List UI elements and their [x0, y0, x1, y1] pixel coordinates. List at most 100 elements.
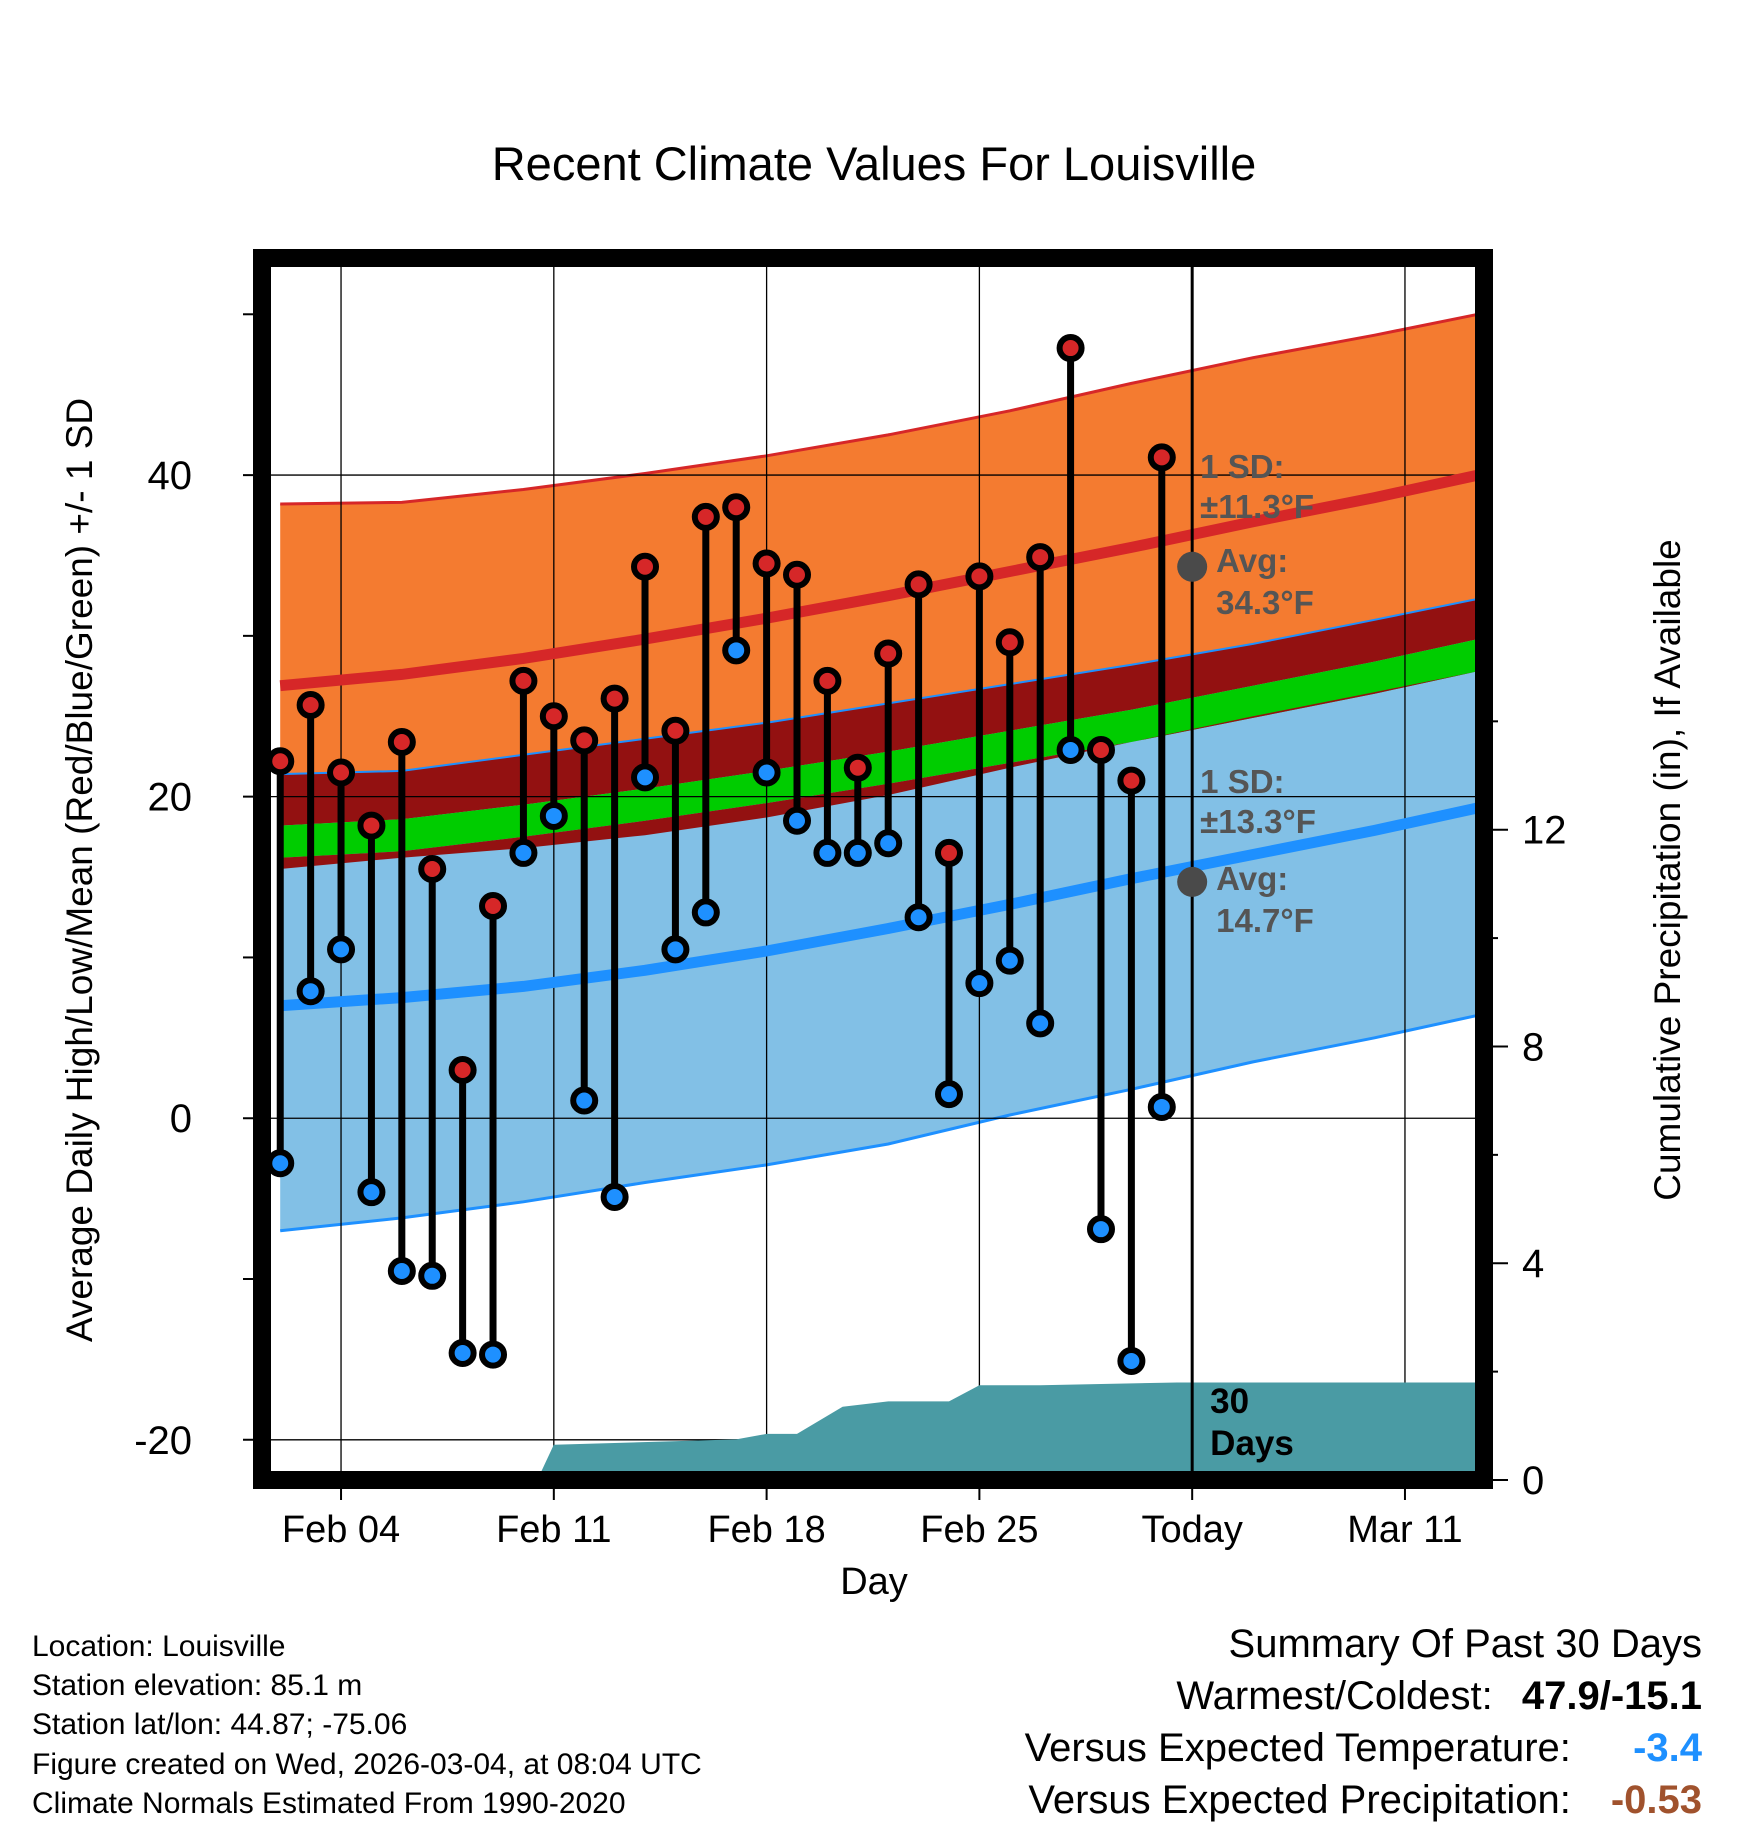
- high-sd-value: ±11.3°F: [1200, 488, 1314, 525]
- daily-high-point: [965, 562, 994, 591]
- daily-low-point: [509, 838, 538, 867]
- daily-high-point: [661, 716, 690, 745]
- daily-low-point: [965, 969, 994, 998]
- y-tick-label: 0: [170, 1097, 192, 1141]
- daily-high-point: [843, 753, 872, 782]
- x-tick-label: Feb 11: [496, 1509, 611, 1551]
- daily-low-point: [813, 838, 842, 867]
- daily-high-point: [995, 628, 1024, 657]
- daily-low-point: [995, 946, 1024, 975]
- precip-area: [262, 1382, 1484, 1480]
- daily-high-point: [357, 811, 386, 840]
- daily-high-point: [539, 702, 568, 731]
- info-location: Location: Louisville: [32, 1630, 286, 1663]
- y-tick-label: 40: [148, 454, 193, 498]
- summary-precip-label: Versus Expected Precipitation:: [1028, 1778, 1571, 1822]
- y-tick-label: -20: [134, 1419, 192, 1463]
- x-tick-label: Feb 18: [707, 1509, 825, 1551]
- daily-low-point: [934, 1080, 963, 1109]
- y-tick-label: 20: [148, 776, 193, 820]
- daily-low-point: [327, 935, 356, 964]
- low-sd-label: 1 SD:: [1200, 763, 1284, 800]
- daily-high-point: [783, 560, 812, 589]
- info-latlon: Station lat/lon: 44.87; -75.06: [32, 1708, 408, 1741]
- info-elevation: Station elevation: 85.1 m: [32, 1669, 363, 1702]
- low-avg-label: Avg:: [1216, 860, 1288, 897]
- y2-tick-label: 4: [1522, 1242, 1544, 1286]
- y2-tick-label: 12: [1522, 809, 1567, 853]
- daily-high-point: [570, 726, 599, 755]
- low-lower-line: [280, 1013, 1479, 1233]
- high-avg-line: [279, 469, 1480, 692]
- daily-high-point: [934, 838, 963, 867]
- daily-high-point: [752, 549, 781, 578]
- daily-high-point: [904, 570, 933, 599]
- daily-high-point: [509, 666, 538, 695]
- daily-low-point: [843, 838, 872, 867]
- daily-high-point: [327, 758, 356, 787]
- daily-high-point: [631, 552, 660, 581]
- daily-low-point: [1117, 1347, 1146, 1376]
- low-avg-line: [279, 802, 1480, 1012]
- low-avg-marker: [1177, 866, 1208, 897]
- daily-low-point: [691, 898, 720, 927]
- daily-low-point: [266, 1149, 295, 1178]
- daily-high-point: [479, 891, 508, 920]
- daily-high-point: [1086, 736, 1115, 765]
- daily-low-point: [752, 758, 781, 787]
- daily-low-point: [448, 1338, 477, 1367]
- daily-high-point: [1056, 334, 1085, 363]
- daily-low-point: [904, 903, 933, 932]
- y-axis-right-label: Cumulative Precipitation (in), If Availa…: [1647, 539, 1688, 1201]
- info-normals: Climate Normals Estimated From 1990-2020: [32, 1787, 626, 1820]
- summary-temp-row: Versus Expected Temperature: -3.4: [1025, 1726, 1702, 1771]
- x-axis-label: Day: [840, 1561, 908, 1603]
- daily-low-point: [570, 1086, 599, 1115]
- plot-frame: [253, 249, 1493, 1489]
- daily-low-point: [600, 1183, 629, 1212]
- summary-temp-label: Versus Expected Temperature:: [1024, 1726, 1571, 1770]
- x-tick-label: Feb 04: [282, 1509, 400, 1551]
- daily-high-point: [1026, 543, 1055, 572]
- daily-low-point: [357, 1178, 386, 1207]
- high-sd-band: [280, 314, 1478, 775]
- daily-high-point: [722, 493, 751, 522]
- info-created: Figure created on Wed, 2026-03-04, at 08…: [32, 1748, 702, 1781]
- high-avg-label: Avg:: [1216, 542, 1288, 579]
- x-tick-label: Feb 25: [920, 1509, 1038, 1551]
- daily-low-point: [1086, 1215, 1115, 1244]
- high-upper-line: [280, 312, 1479, 506]
- days-unit-label: Days: [1210, 1424, 1294, 1463]
- x-tick-label: Today: [1141, 1509, 1242, 1551]
- daily-low-point: [479, 1340, 508, 1369]
- daily-low-point: [387, 1256, 416, 1285]
- mean-band: [280, 639, 1478, 858]
- high-avg-marker: [1177, 551, 1208, 582]
- daily-low-point: [874, 829, 903, 858]
- daily-low-point: [631, 763, 660, 792]
- daily-low-point: [783, 806, 812, 835]
- daily-low-point: [661, 935, 690, 964]
- daily-high-point: [418, 855, 447, 883]
- daily-low-point: [418, 1261, 447, 1290]
- overlap-band: [280, 598, 1478, 826]
- daily-high-point: [1117, 766, 1146, 795]
- chart-title: Recent Climate Values For Louisville: [491, 137, 1257, 190]
- summary-heading: Summary Of Past 30 Days: [1228, 1622, 1702, 1666]
- daily-low-point: [1056, 736, 1085, 765]
- daily-high-point: [296, 690, 325, 719]
- daily-high-point: [691, 502, 720, 531]
- days-count-label: 30: [1210, 1382, 1249, 1421]
- daily-high-point: [387, 727, 416, 756]
- low-avg-value: 14.7°F: [1216, 902, 1314, 939]
- daily-low-point: [1026, 1009, 1055, 1038]
- daily-low-point: [722, 636, 751, 665]
- low-sd-value: ±13.3°F: [1200, 803, 1316, 840]
- daily-high-point: [600, 684, 629, 713]
- daily-high-point: [813, 666, 842, 695]
- daily-low-point: [296, 977, 325, 1006]
- daily-high-point: [874, 639, 903, 668]
- summary-warmest-row: Warmest/Coldest: 47.9/-15.1: [1176, 1674, 1702, 1719]
- summary-precip-value: -0.53: [1610, 1778, 1702, 1822]
- high-avg-value: 34.3°F: [1216, 584, 1314, 621]
